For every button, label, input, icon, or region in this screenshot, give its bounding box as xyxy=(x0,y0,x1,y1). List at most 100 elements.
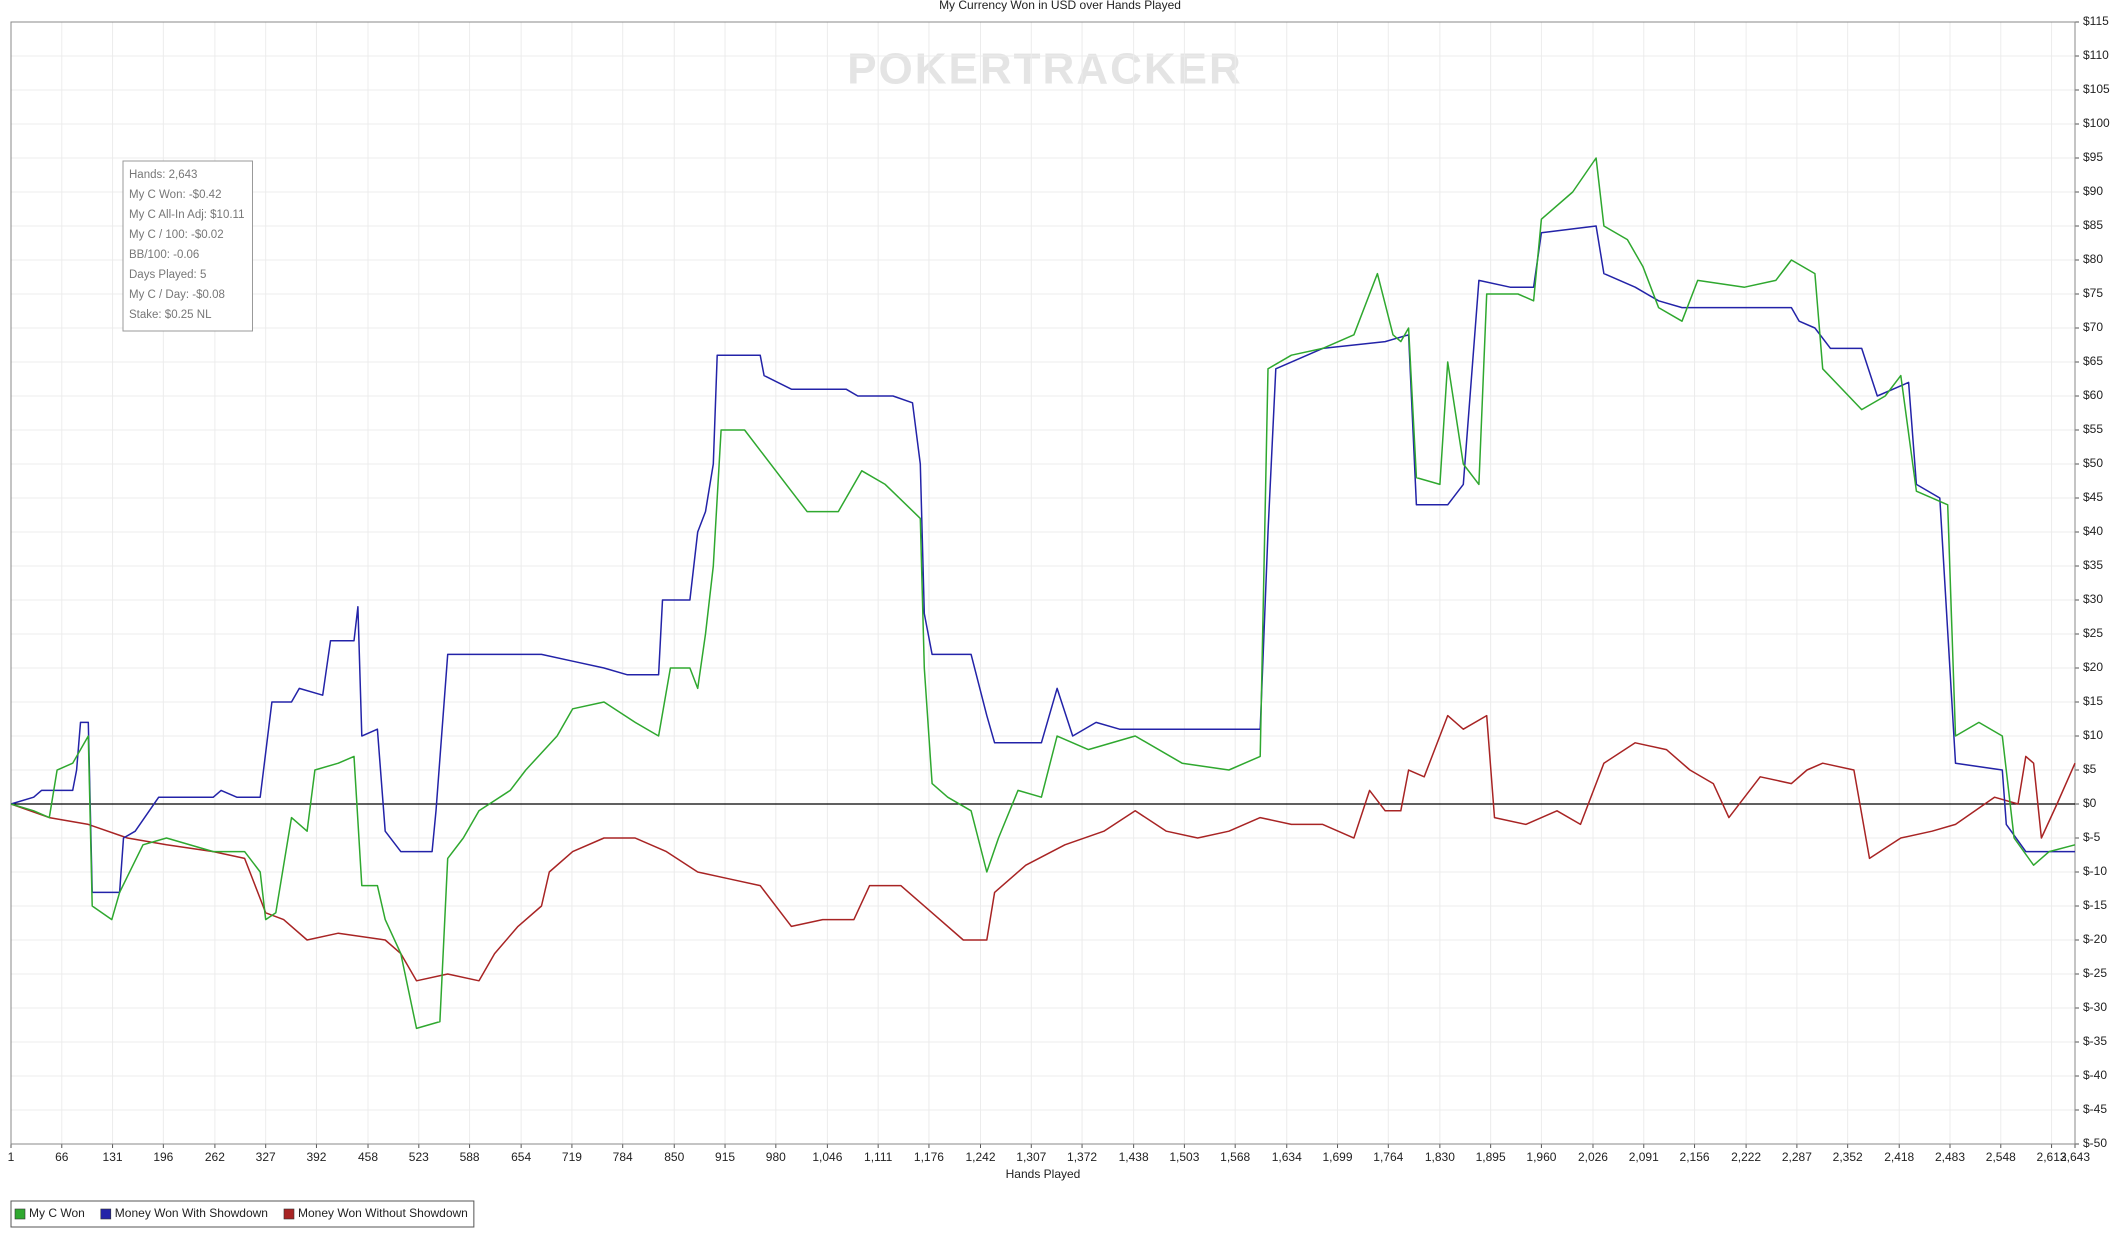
stats-box xyxy=(122,160,253,332)
y-tick-label: $-50 xyxy=(2083,1136,2107,1150)
x-tick-label: 1,830 xyxy=(1425,1150,1455,1164)
y-tick-label: $95 xyxy=(2083,150,2103,164)
y-tick-label: $-15 xyxy=(2083,898,2107,912)
x-tick-label: 2,418 xyxy=(1884,1150,1914,1164)
stats-line: My C / Day: -$0.08 xyxy=(129,289,225,301)
y-tick-label: $50 xyxy=(2083,456,2103,470)
stats-line: My C / 100: -$0.02 xyxy=(129,229,224,241)
y-tick-label: $-25 xyxy=(2083,966,2107,980)
x-tick-label: 1,764 xyxy=(1373,1150,1403,1164)
stats-line: Days Played: 5 xyxy=(129,269,206,281)
y-tick-label: $70 xyxy=(2083,320,2103,334)
x-tick-label: 66 xyxy=(55,1150,69,1164)
y-tick-label: $-40 xyxy=(2083,1068,2107,1082)
x-tick-label: 2,548 xyxy=(1986,1150,2016,1164)
x-tick-label: 1,960 xyxy=(1526,1150,1556,1164)
y-tick-label: $5 xyxy=(2083,762,2097,776)
y-tick-label: $115 xyxy=(2083,14,2109,28)
x-tick-label: 2,287 xyxy=(1782,1150,1812,1164)
x-tick-label: 2,643 xyxy=(2060,1150,2090,1164)
y-tick-label: $40 xyxy=(2083,524,2103,538)
stats-line: BB/100: -0.06 xyxy=(129,249,199,261)
y-tick-label: $25 xyxy=(2083,626,2103,640)
x-tick-label: 980 xyxy=(766,1150,786,1164)
x-axis-label: Hands Played xyxy=(1006,1167,1081,1181)
legend-swatch xyxy=(14,1208,26,1220)
stats-line: My C Won: -$0.42 xyxy=(129,189,221,201)
y-tick-label: $0 xyxy=(2083,796,2097,810)
series-line xyxy=(10,225,2075,894)
legend-label: Money Won With Showdown xyxy=(115,1206,268,1220)
legend-label: Money Won Without Showdown xyxy=(298,1206,468,1220)
chart-title: My Currency Won in USD over Hands Played xyxy=(939,0,1181,12)
y-tick-label: $15 xyxy=(2083,694,2103,708)
x-tick-label: 850 xyxy=(664,1150,684,1164)
y-tick-label: $-20 xyxy=(2083,932,2107,946)
x-tick-label: 654 xyxy=(511,1150,531,1164)
x-tick-label: 784 xyxy=(613,1150,633,1164)
y-tick-label: $65 xyxy=(2083,354,2103,368)
series-line xyxy=(10,157,2076,1030)
stats-line: Stake: $0.25 NL xyxy=(129,309,212,321)
stats-line: My C All-In Adj: $10.11 xyxy=(129,209,244,221)
x-tick-label: 2,026 xyxy=(1578,1150,1608,1164)
x-tick-label: 915 xyxy=(715,1150,735,1164)
x-tick-label: 1,634 xyxy=(1272,1150,1302,1164)
y-tick-label: $-10 xyxy=(2083,864,2107,878)
x-tick-label: 2,352 xyxy=(1833,1150,1863,1164)
x-tick-label: 392 xyxy=(306,1150,326,1164)
x-tick-label: 131 xyxy=(103,1150,123,1164)
y-tick-label: $45 xyxy=(2083,490,2103,504)
stats-line: Hands: 2,643 xyxy=(129,169,197,181)
x-tick-label: 2,091 xyxy=(1629,1150,1659,1164)
y-tick-label: $55 xyxy=(2083,422,2103,436)
x-tick-label: 1,111 xyxy=(864,1150,893,1164)
y-tick-label: $100 xyxy=(2083,116,2110,130)
y-tick-label: $85 xyxy=(2083,218,2103,232)
legend-label: My C Won xyxy=(29,1206,85,1220)
x-tick-label: 523 xyxy=(409,1150,429,1164)
x-tick-label: 196 xyxy=(153,1150,173,1164)
y-tick-label: $110 xyxy=(2083,48,2109,62)
y-tick-label: $35 xyxy=(2083,558,2103,572)
x-tick-label: 1,242 xyxy=(965,1150,995,1164)
x-tick-label: 2,483 xyxy=(1935,1150,1965,1164)
y-tick-label: $10 xyxy=(2083,728,2103,742)
x-tick-label: 1,046 xyxy=(812,1150,842,1164)
y-tick-label: $80 xyxy=(2083,252,2103,266)
x-tick-label: 1,895 xyxy=(1476,1150,1506,1164)
x-tick-label: 2,156 xyxy=(1680,1150,1710,1164)
y-tick-label: $105 xyxy=(2083,82,2110,96)
y-tick-label: $20 xyxy=(2083,660,2103,674)
y-tick-label: $-35 xyxy=(2083,1034,2107,1048)
watermark: POKERTRACKER xyxy=(847,45,1243,94)
x-tick-label: 458 xyxy=(358,1150,378,1164)
x-tick-label: 2,613 xyxy=(2037,1150,2067,1164)
x-tick-label: 588 xyxy=(460,1150,480,1164)
x-tick-label: 1,568 xyxy=(1220,1150,1250,1164)
x-tick-label: 2,222 xyxy=(1731,1150,1761,1164)
series-line xyxy=(10,714,2076,982)
legend-box xyxy=(10,1200,475,1228)
y-tick-label: $75 xyxy=(2083,286,2103,300)
y-tick-label: $90 xyxy=(2083,184,2103,198)
x-tick-label: 1 xyxy=(8,1150,15,1164)
plot-border xyxy=(10,21,2076,1145)
x-tick-label: 327 xyxy=(256,1150,276,1164)
x-tick-label: 1,438 xyxy=(1119,1150,1149,1164)
x-tick-label: 1,176 xyxy=(914,1150,944,1164)
legend-swatch xyxy=(100,1208,112,1220)
x-tick-label: 262 xyxy=(205,1150,225,1164)
x-tick-label: 719 xyxy=(562,1150,582,1164)
x-tick-label: 1,699 xyxy=(1323,1150,1353,1164)
y-tick-label: $-30 xyxy=(2083,1000,2107,1014)
x-tick-label: 1,307 xyxy=(1016,1150,1046,1164)
x-tick-label: 1,372 xyxy=(1067,1150,1097,1164)
legend-swatch xyxy=(283,1208,295,1220)
y-tick-label: $60 xyxy=(2083,388,2103,402)
y-tick-label: $30 xyxy=(2083,592,2103,606)
x-tick-label: 1,503 xyxy=(1169,1150,1199,1164)
